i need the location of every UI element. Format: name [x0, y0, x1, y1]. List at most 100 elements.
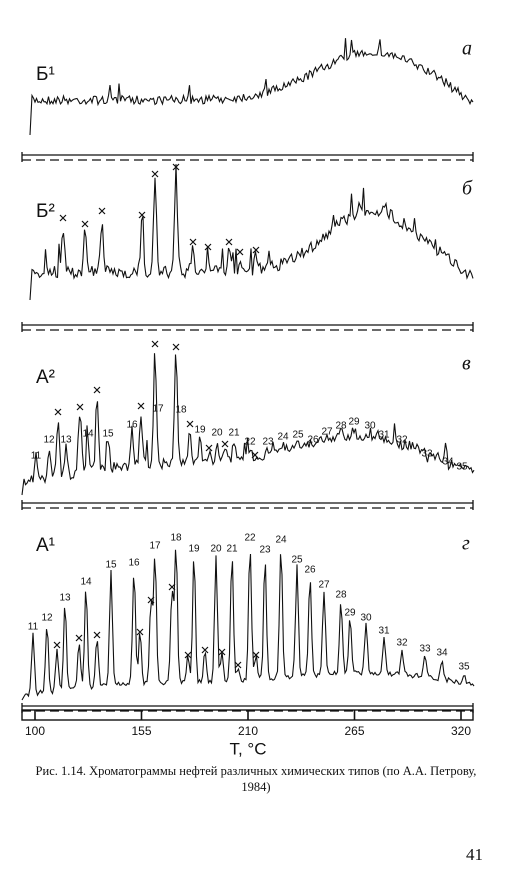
peak-cross [54, 408, 62, 416]
peak-label: 12 [41, 613, 53, 624]
peak-cross [59, 214, 67, 222]
peak-label: 24 [275, 535, 287, 546]
peak-label: 17 [149, 541, 161, 552]
peak-cross [251, 451, 259, 459]
peak-cross [136, 628, 144, 636]
peak-cross [138, 211, 146, 219]
peak-label: 15 [102, 429, 114, 440]
peak-label: 28 [335, 421, 347, 432]
peak-cross [168, 583, 176, 591]
peak-cross [75, 634, 83, 642]
panel-label: Б² [36, 201, 55, 222]
peak-cross [186, 420, 194, 428]
peak-cross [151, 170, 159, 178]
peak-label: 27 [318, 580, 330, 591]
peak-label: 18 [175, 405, 187, 416]
x-tick-label: 320 [451, 724, 471, 738]
peak-label: 34 [442, 457, 454, 468]
peak-label: 20 [211, 428, 223, 439]
peak-cross [93, 386, 101, 394]
panel-label: А² [36, 367, 55, 388]
peak-cross [98, 207, 106, 215]
panel-label: А¹ [36, 535, 55, 556]
peak-label: 24 [277, 432, 289, 443]
peak-label: 12 [43, 435, 55, 446]
peak-cross [172, 163, 180, 171]
peak-label: 21 [226, 544, 238, 555]
peak-label: 31 [378, 626, 390, 637]
peak-cross [236, 248, 244, 256]
peak-label: 11 [31, 451, 42, 462]
peak-label: 22 [244, 533, 256, 544]
peak-cross [234, 661, 242, 669]
peak-cross [201, 646, 209, 654]
panel-letter: а [462, 38, 472, 60]
peak-cross [81, 220, 89, 228]
chromatogram-trace [29, 164, 474, 301]
peak-cross [76, 403, 84, 411]
peak-label: 19 [194, 425, 206, 436]
peak-label: 35 [458, 662, 470, 673]
peak-label: 19 [188, 544, 200, 555]
chromatogram-trace [21, 353, 475, 496]
peak-label: 16 [126, 420, 138, 431]
peak-cross [218, 648, 226, 656]
peak-cross [93, 631, 101, 639]
chromatogram-trace [21, 549, 475, 701]
peak-cross [147, 596, 155, 604]
peak-label: 13 [59, 593, 71, 604]
peak-label: 17 [152, 404, 164, 415]
x-tick-label: 210 [238, 724, 258, 738]
peak-cross [172, 343, 180, 351]
peak-cross [204, 243, 212, 251]
peak-label: 33 [421, 449, 433, 460]
peak-label: 29 [348, 417, 360, 428]
peak-cross [252, 651, 260, 659]
peak-label: 20 [210, 544, 222, 555]
peak-label: 25 [291, 555, 303, 566]
peak-label: 14 [80, 577, 92, 588]
peak-label: 28 [335, 590, 347, 601]
peak-label: 32 [396, 638, 408, 649]
caption: Рис. 1.14. Хроматограммы нефтей различны… [35, 764, 477, 794]
peak-label: 26 [304, 565, 316, 576]
peak-label: 16 [128, 558, 140, 569]
peak-label: 32 [396, 435, 408, 446]
x-tick-label: 155 [131, 724, 151, 738]
peak-label: 23 [259, 545, 271, 556]
peak-label: 27 [321, 427, 333, 438]
peak-label: 23 [262, 437, 274, 448]
x-axis-label: T, °C [229, 739, 266, 758]
peak-cross [184, 651, 192, 659]
peak-label: 14 [82, 429, 94, 440]
peak-cross [205, 444, 213, 452]
peak-cross [252, 246, 260, 254]
peak-label: 29 [344, 608, 356, 619]
chromatogram-trace [29, 38, 474, 136]
peak-label: 15 [105, 560, 117, 571]
peak-label: 33 [419, 644, 431, 655]
peak-label: 13 [60, 435, 72, 446]
peak-label: 25 [292, 430, 304, 441]
panel-letter: г [462, 533, 470, 555]
peak-cross [221, 440, 229, 448]
page-number: 41 [466, 845, 483, 864]
peak-cross [189, 238, 197, 246]
x-tick-label: 265 [344, 724, 364, 738]
peak-cross [151, 340, 159, 348]
peak-cross [137, 402, 145, 410]
peak-label: 31 [378, 430, 390, 441]
peak-label: 35 [456, 462, 468, 473]
peak-label: 30 [364, 421, 376, 432]
panel-letter: в [462, 353, 471, 375]
peak-label: 22 [244, 437, 256, 448]
panel-label: Б¹ [36, 64, 55, 85]
x-tick-label: 100 [25, 724, 45, 738]
peak-label: 21 [228, 428, 240, 439]
peak-label: 34 [436, 648, 448, 659]
peak-label: 11 [28, 622, 39, 633]
peak-label: 18 [170, 533, 182, 544]
peak-cross [225, 238, 233, 246]
peak-cross [53, 641, 61, 649]
